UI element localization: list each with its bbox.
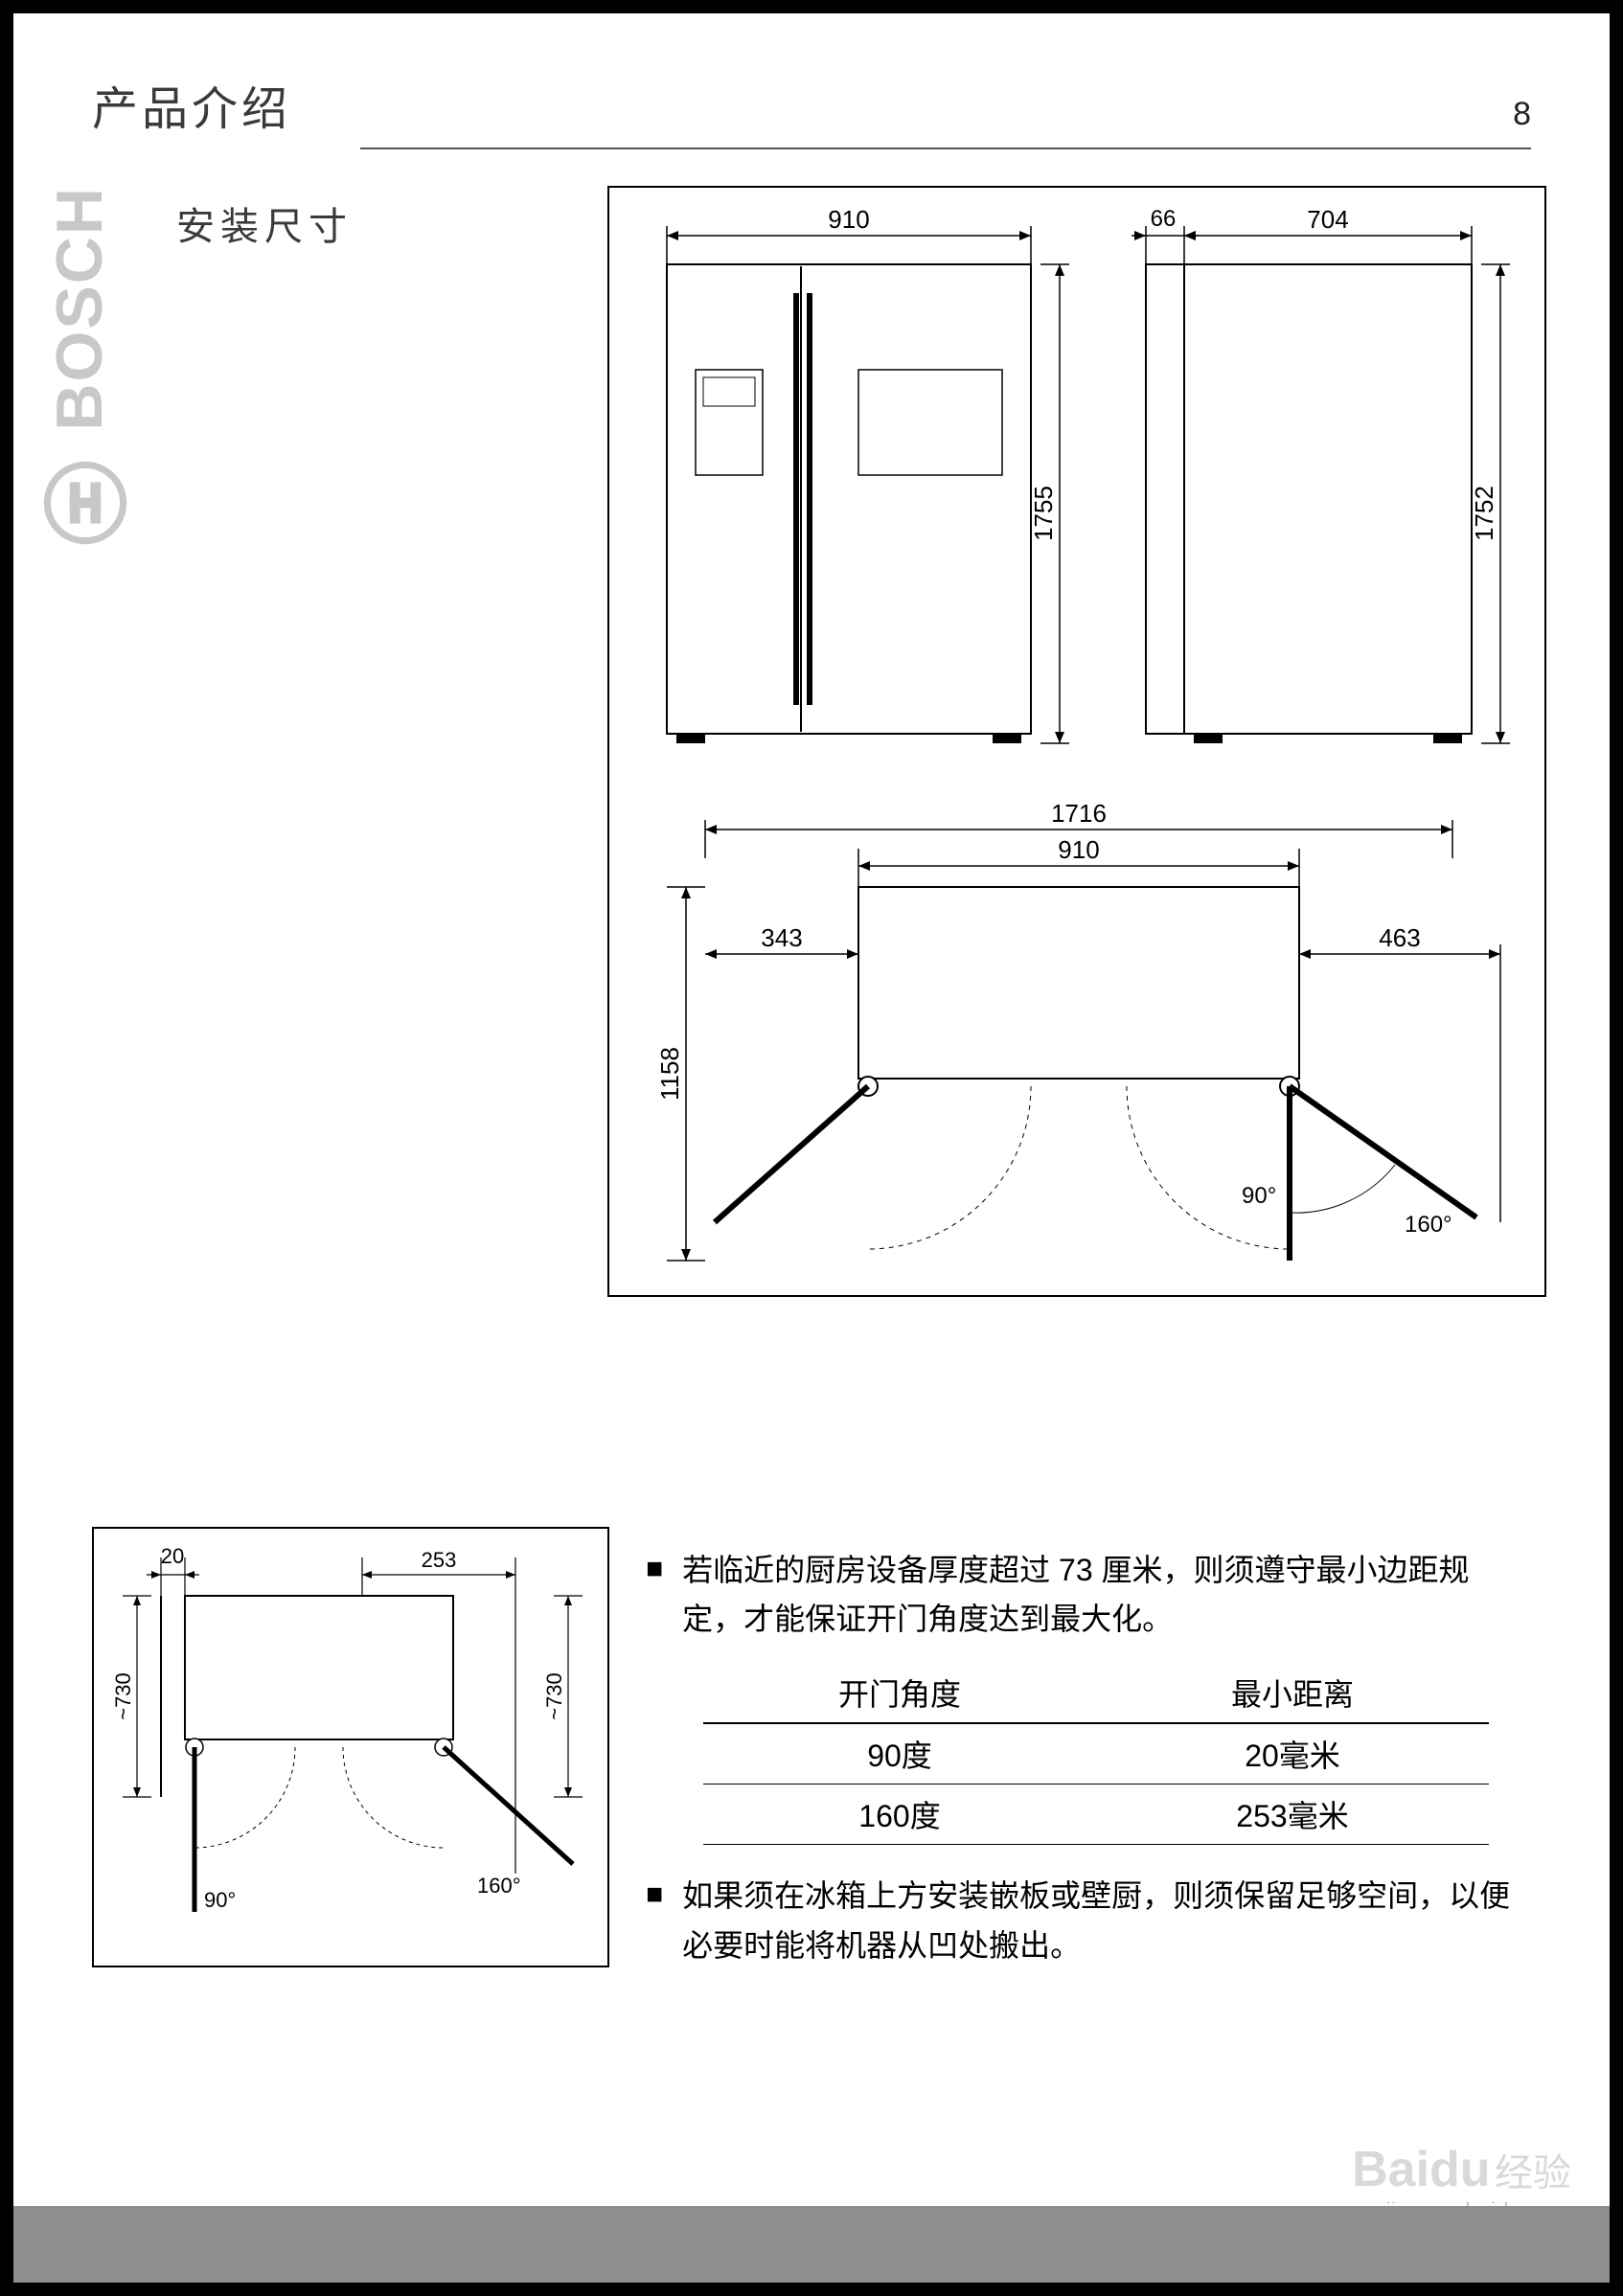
dim-side-depth: 704 [1307,205,1348,234]
brand-logo-icon [42,460,128,546]
dim-plan-body: 910 [1058,835,1099,864]
dim-side-gap: 66 [1151,206,1177,232]
clearance-diagram: 20 253 ~730 ~7 [92,1527,609,1967]
main-dimension-diagram: 910 1755 [607,186,1546,1297]
col-angle: 开门角度 [703,1663,1096,1723]
note-1: ■ 若临近的厨房设备厚度超过 73 厘米，则须遵守最小边距规定，才能保证开门角度… [646,1546,1527,1644]
watermark-brand: Baidu [1352,2142,1490,2197]
dim-front-height: 1755 [1029,486,1058,541]
section-title: 安装尺寸 [176,195,353,251]
dim-plan-total: 1716 [1051,799,1107,828]
footer-bar [13,2206,1610,2283]
col-dist: 最小距离 [1096,1663,1489,1723]
header: 产品介绍 8 [92,71,1531,149]
bullet-icon: ■ [646,1546,663,1592]
cell-dist-1: 253毫米 [1096,1785,1489,1845]
page-title: 产品介绍 [92,71,291,138]
angle-160-small: 160° [477,1874,521,1898]
angle-160: 160° [1405,1212,1452,1238]
dim-20: 20 [161,1544,184,1568]
manual-page: 产品介绍 8 BOSCH 安装尺寸 910 [0,0,1623,2296]
dim-730a: ~730 [111,1672,135,1720]
note-2: ■ 如果须在冰箱上方安装嵌板或壁厨，则须保留足够空间，以便必要时能将机器从凹处搬… [646,1872,1527,1969]
dim-side-height: 1752 [1470,486,1498,541]
dim-plan-left: 343 [761,923,802,952]
table-row: 90度 20毫米 [703,1723,1489,1785]
angle-90-small: 90° [204,1888,236,1912]
note-2-text: 如果须在冰箱上方安装嵌板或壁厨，则须保留足够空间，以便必要时能将机器从凹处搬出。 [682,1872,1527,1969]
watermark-sub: 经验 [1495,2152,1571,2194]
cell-angle-1: 160度 [703,1785,1096,1845]
dim-plan-right: 463 [1379,923,1420,952]
side-view: 66 704 1752 [1132,205,1510,743]
angle-90: 90° [1242,1183,1276,1209]
front-view: 910 1755 [667,205,1069,743]
dim-front-width: 910 [828,205,869,234]
bullet-icon: ■ [646,1872,663,1918]
page-number: 8 [1513,96,1531,133]
plan-view: 1716 910 343 463 [655,799,1500,1261]
note-1-text: 若临近的厨房设备厚度超过 73 厘米，则须遵守最小边距规定，才能保证开门角度达到… [682,1546,1527,1644]
dim-730b: ~730 [542,1672,566,1720]
brand-name: BOSCH [42,186,117,431]
table-row: 160度 253毫米 [703,1785,1489,1845]
dim-plan-depth: 1158 [655,1047,684,1101]
title-rule [360,148,1531,149]
dim-253: 253 [422,1548,457,1572]
cell-dist-0: 20毫米 [1096,1723,1489,1785]
brand-column: BOSCH [42,186,138,551]
cell-angle-0: 90度 [703,1723,1096,1785]
clearance-table: 开门角度 最小距离 90度 20毫米 160度 253毫米 [703,1663,1489,1845]
notes-block: ■ 若临近的厨房设备厚度超过 73 厘米，则须遵守最小边距规定，才能保证开门角度… [646,1546,1527,1989]
